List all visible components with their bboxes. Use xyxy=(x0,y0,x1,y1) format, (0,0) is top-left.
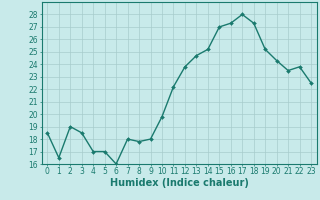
X-axis label: Humidex (Indice chaleur): Humidex (Indice chaleur) xyxy=(110,178,249,188)
